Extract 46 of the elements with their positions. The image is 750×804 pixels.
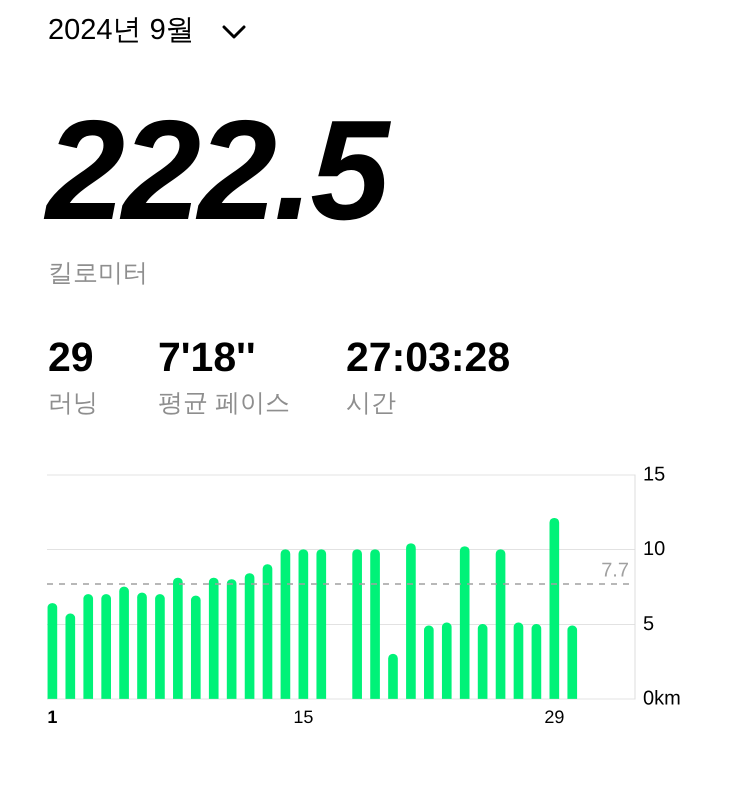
bar [442,622,452,699]
bar [352,549,362,699]
chart-title: 2024년 9월 [48,13,195,48]
x-tick-label: 29 [544,706,564,727]
bar [226,579,236,699]
text: 27:03:28 [346,333,510,382]
bar [370,549,380,699]
bar [190,596,201,699]
bar [388,654,398,699]
text: 29 [48,333,94,382]
bar [567,625,578,699]
y-tick-label: 10 [643,538,666,560]
bar [173,578,183,699]
bar [48,603,58,699]
x-tick-label: 15 [293,706,314,727]
bar [550,518,560,699]
bar [119,586,129,699]
text: 시간 [346,388,396,418]
bar [424,625,434,699]
text: 킬로미터 [48,258,148,288]
bar [101,594,111,699]
y-tick-label: 15 [643,464,666,486]
bar [496,549,506,699]
text: 7'18'' [158,333,256,382]
ref-line-label: 7.7 [601,560,629,582]
bar [208,578,219,699]
y-tick-label: 5 [643,612,654,635]
bar [478,624,488,699]
bar [262,564,272,699]
bar [532,624,542,699]
bar [65,614,76,699]
bar [244,573,254,699]
text: 222.5 [46,90,391,252]
y-tick-label: 0km [643,688,681,710]
text: 러닝 [48,388,98,418]
text: 평균 페이스 [158,388,290,418]
bar [298,549,308,699]
bar [316,549,326,699]
bar [460,546,470,699]
bar [280,549,290,699]
x-tick-label: 1 [47,706,58,727]
bar [406,543,416,699]
bar [83,594,94,699]
bar [137,592,147,699]
bar [155,594,165,699]
bar [514,622,524,699]
